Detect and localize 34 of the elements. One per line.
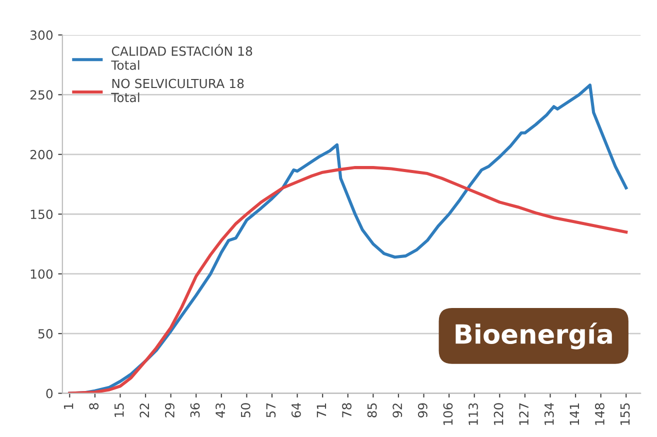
x-tick-label: 50 — [240, 403, 250, 418]
x-tick-label: 127 — [519, 403, 528, 425]
x-tick-label: 78 — [342, 403, 352, 418]
x-tick-label: 99 — [418, 403, 428, 418]
x-tick-label: 71 — [316, 403, 326, 418]
x-tick-label: 15 — [114, 403, 124, 417]
y-tick-label: 250 — [30, 90, 53, 100]
x-tick-label: 155 — [620, 403, 630, 425]
y-tick-label: 300 — [30, 30, 53, 40]
legend-label: CALIDAD ESTACIÓN 18 Total — [111, 44, 252, 70]
x-tick-label: 22 — [140, 404, 149, 418]
x-tick-label: 8 — [89, 403, 99, 410]
legend-label: NO SELVICULTURA 18 Total — [111, 78, 244, 102]
x-tick-label: 85 — [367, 403, 377, 418]
y-tick-label: 100 — [30, 269, 53, 279]
annotation: Bioenergía — [456, 322, 612, 350]
x-tick-label: 29 — [164, 403, 174, 418]
x-tick-label: 113 — [468, 403, 478, 425]
x-tick-label: 1 — [64, 403, 74, 409]
x-tick-label: 148 — [595, 403, 604, 425]
y-tick-label: 50 — [38, 329, 53, 339]
y-tick-label: 200 — [30, 150, 53, 160]
x-tick-label: 106 — [443, 403, 453, 425]
x-tick-label: 141 — [570, 403, 579, 425]
line-series — [68, 166, 628, 394]
y-tick-label: 0 — [46, 388, 53, 398]
x-tick-label: 36 — [190, 403, 200, 418]
x-tick-label: 64 — [291, 403, 301, 418]
x-tick-label: 92 — [392, 404, 402, 418]
x-tick-label: 134 — [544, 403, 554, 425]
y-tick-label: 150 — [30, 210, 53, 220]
x-tick-label: 120 — [494, 403, 504, 425]
x-tick-label: 57 — [266, 403, 276, 418]
x-tick-label: 43 — [216, 403, 226, 418]
